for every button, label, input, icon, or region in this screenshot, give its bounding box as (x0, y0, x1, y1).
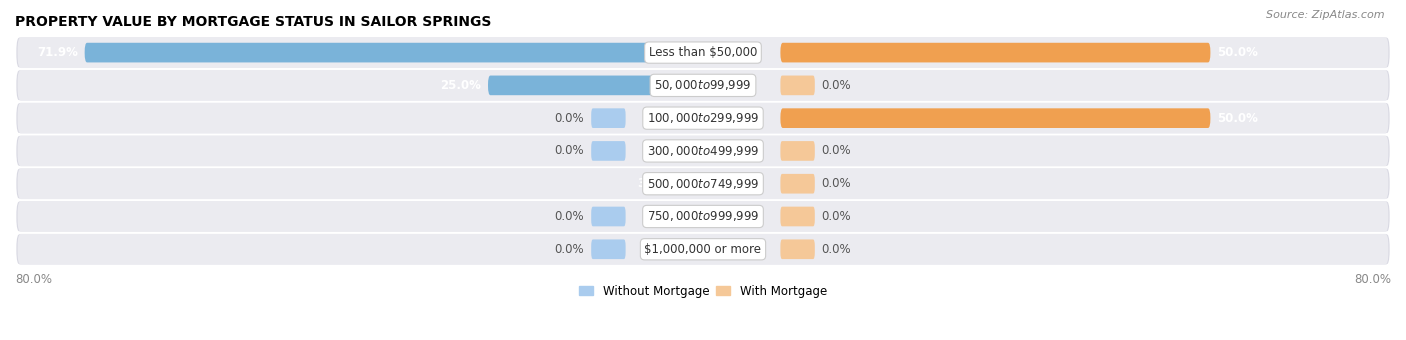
FancyBboxPatch shape (15, 135, 1391, 167)
FancyBboxPatch shape (18, 136, 1388, 166)
FancyBboxPatch shape (15, 102, 1391, 135)
Text: 0.0%: 0.0% (555, 210, 585, 223)
FancyBboxPatch shape (591, 239, 626, 259)
FancyBboxPatch shape (15, 36, 1391, 69)
Legend: Without Mortgage, With Mortgage: Without Mortgage, With Mortgage (574, 280, 832, 302)
FancyBboxPatch shape (15, 200, 1391, 233)
FancyBboxPatch shape (18, 103, 1388, 134)
Text: Less than $50,000: Less than $50,000 (648, 46, 758, 59)
FancyBboxPatch shape (18, 70, 1388, 101)
FancyBboxPatch shape (591, 141, 626, 161)
FancyBboxPatch shape (18, 201, 1388, 232)
FancyBboxPatch shape (780, 43, 1211, 63)
Text: $500,000 to $749,999: $500,000 to $749,999 (647, 177, 759, 191)
FancyBboxPatch shape (18, 234, 1388, 265)
FancyBboxPatch shape (488, 75, 703, 95)
Text: $100,000 to $299,999: $100,000 to $299,999 (647, 111, 759, 125)
FancyBboxPatch shape (780, 207, 815, 226)
Text: 0.0%: 0.0% (821, 210, 851, 223)
Text: 0.0%: 0.0% (555, 144, 585, 157)
Text: $50,000 to $99,999: $50,000 to $99,999 (654, 79, 752, 92)
FancyBboxPatch shape (780, 239, 815, 259)
FancyBboxPatch shape (15, 233, 1391, 266)
FancyBboxPatch shape (591, 108, 626, 128)
Text: 3.1%: 3.1% (637, 177, 669, 190)
FancyBboxPatch shape (780, 141, 815, 161)
Text: PROPERTY VALUE BY MORTGAGE STATUS IN SAILOR SPRINGS: PROPERTY VALUE BY MORTGAGE STATUS IN SAI… (15, 15, 491, 29)
FancyBboxPatch shape (18, 37, 1388, 68)
Text: 0.0%: 0.0% (821, 144, 851, 157)
FancyBboxPatch shape (780, 174, 815, 193)
FancyBboxPatch shape (84, 43, 703, 63)
Text: 80.0%: 80.0% (15, 273, 52, 286)
FancyBboxPatch shape (780, 75, 815, 95)
Text: 50.0%: 50.0% (1218, 112, 1258, 125)
FancyBboxPatch shape (15, 69, 1391, 102)
FancyBboxPatch shape (18, 168, 1388, 199)
Text: $750,000 to $999,999: $750,000 to $999,999 (647, 209, 759, 223)
Text: 25.0%: 25.0% (440, 79, 481, 92)
Text: 80.0%: 80.0% (1354, 273, 1391, 286)
Text: 0.0%: 0.0% (821, 177, 851, 190)
Text: $1,000,000 or more: $1,000,000 or more (644, 243, 762, 256)
Text: 0.0%: 0.0% (555, 112, 585, 125)
Text: 0.0%: 0.0% (555, 243, 585, 256)
FancyBboxPatch shape (780, 108, 1211, 128)
Text: $300,000 to $499,999: $300,000 to $499,999 (647, 144, 759, 158)
FancyBboxPatch shape (15, 167, 1391, 200)
Text: 71.9%: 71.9% (37, 46, 77, 59)
Text: 0.0%: 0.0% (821, 79, 851, 92)
Text: 0.0%: 0.0% (821, 243, 851, 256)
FancyBboxPatch shape (591, 207, 626, 226)
Text: 50.0%: 50.0% (1218, 46, 1258, 59)
Text: Source: ZipAtlas.com: Source: ZipAtlas.com (1267, 10, 1385, 20)
